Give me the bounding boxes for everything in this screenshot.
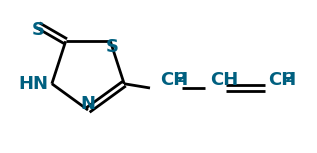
Text: S: S [106, 38, 119, 56]
Text: HN: HN [19, 75, 49, 93]
Text: N: N [81, 95, 95, 113]
Text: 2: 2 [177, 71, 187, 85]
Text: CH: CH [160, 71, 188, 89]
Text: CH: CH [268, 71, 296, 89]
Text: S: S [31, 21, 44, 39]
Text: CH: CH [210, 71, 238, 89]
Text: 2: 2 [285, 71, 295, 85]
